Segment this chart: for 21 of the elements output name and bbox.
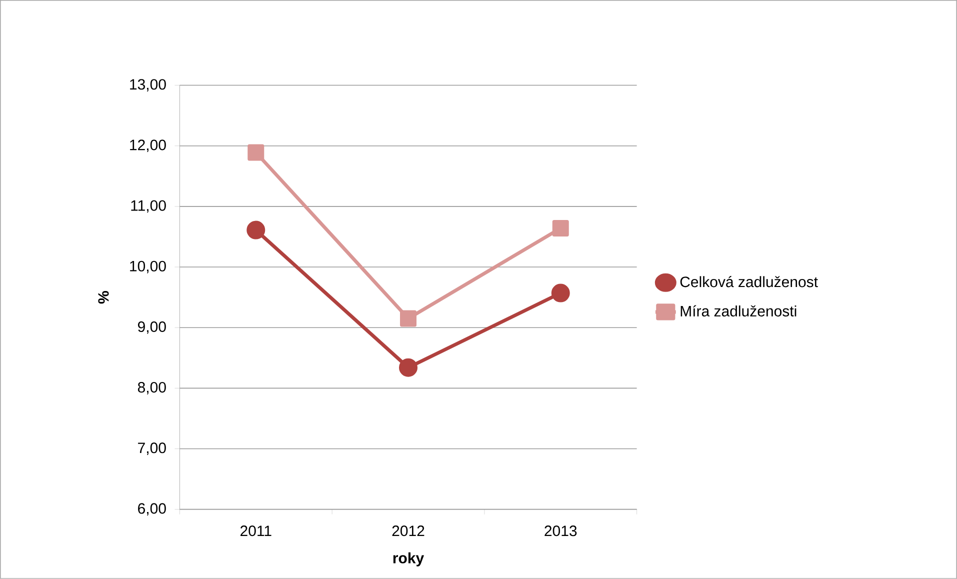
y-tick-label: 6,00 — [138, 503, 166, 516]
y-tick-label: 13,00 — [130, 79, 166, 92]
legend-label: Celková zadluženost — [680, 276, 818, 288]
x-axis-title: roky — [393, 552, 424, 566]
y-tick-label: 8,00 — [138, 382, 166, 394]
y-tick-label: 10,00 — [130, 260, 166, 274]
point — [246, 220, 266, 240]
y-tick-label: 7,00 — [138, 442, 166, 455]
point — [248, 144, 264, 161]
y-tick-label: 9,00 — [138, 321, 166, 334]
legend-label: Míra zadluženosti — [680, 305, 796, 317]
point — [552, 220, 569, 237]
y-axis-title: % — [98, 291, 109, 304]
y-tick-label: 12,00 — [130, 140, 166, 152]
x-tick-label: 2013 — [544, 526, 577, 536]
point — [551, 284, 570, 302]
x-tick-label: 2011 — [240, 526, 272, 536]
y-tick-label: 11,00 — [131, 200, 166, 213]
x-tick-label: 2012 — [392, 526, 424, 536]
point — [398, 358, 418, 377]
point — [400, 310, 416, 327]
